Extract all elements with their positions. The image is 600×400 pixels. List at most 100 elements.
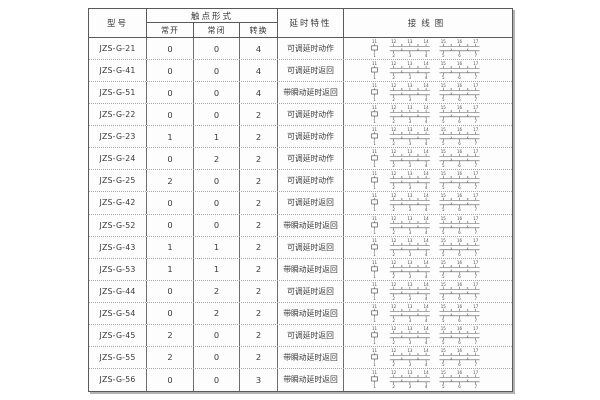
svg-text:12: 12 [391, 193, 397, 198]
svg-text:13: 13 [407, 149, 413, 154]
normally-open-count: 0 [147, 38, 194, 60]
svg-text:x: x [450, 374, 452, 378]
svg-text:16: 16 [457, 348, 463, 353]
svg-text:x: x [467, 220, 469, 224]
svg-text:x: x [417, 69, 419, 73]
svg-text:11: 11 [372, 304, 378, 309]
svg-text:14: 14 [424, 61, 430, 66]
changeover-count: 2 [240, 104, 278, 126]
svg-text:3: 3 [409, 296, 412, 301]
delay-characteristic: 带瞬动延时返回 [278, 346, 344, 368]
svg-text:14: 14 [424, 193, 430, 198]
svg-text:4: 4 [425, 97, 428, 102]
svg-text:x: x [450, 286, 452, 290]
normally-open-count: 1 [147, 236, 194, 258]
svg-text:4: 4 [425, 185, 428, 190]
svg-text:7: 7 [474, 53, 477, 58]
svg-text:14: 14 [424, 304, 430, 309]
wiring-diagram-cell: 11 1 12 13 14 x x x x 2 3 4 15 16 17 x x x x 5 6 7 [344, 192, 512, 213]
svg-text:11: 11 [372, 237, 378, 242]
svg-text:1: 1 [373, 75, 376, 80]
svg-text:1: 1 [373, 185, 376, 190]
svg-text:4: 4 [425, 318, 428, 323]
svg-text:2: 2 [392, 185, 395, 190]
svg-text:1: 1 [373, 385, 376, 390]
normally-closed-count: 0 [194, 192, 240, 214]
wiring-diagram-cell: 11 1 12 13 14 x x x x 2 3 4 15 16 17 x x x x 5 6 7 [344, 215, 512, 236]
svg-text:x: x [417, 308, 419, 312]
svg-text:x: x [417, 290, 419, 294]
svg-text:x: x [401, 202, 403, 206]
svg-text:13: 13 [407, 193, 413, 198]
svg-text:3: 3 [409, 208, 412, 213]
svg-text:3: 3 [409, 75, 412, 80]
svg-text:17: 17 [473, 171, 479, 176]
svg-text:x: x [401, 224, 403, 228]
delay-characteristic: 可调延时返回 [278, 324, 344, 346]
svg-text:11: 11 [372, 171, 378, 176]
svg-text:x: x [467, 180, 469, 184]
svg-text:x: x [401, 220, 403, 224]
model-number: JZS-G-44 [89, 280, 147, 302]
svg-text:x: x [417, 264, 419, 268]
table-row: JZS-G-41 0 0 4 可调延时返回 11 1 12 13 14 x x x x 2 3 4 15 16 17 x… [89, 60, 512, 83]
svg-text:5: 5 [442, 252, 445, 257]
col-header-changeover: 转换 [240, 23, 278, 37]
svg-text:3: 3 [409, 340, 412, 345]
svg-text:6: 6 [458, 340, 461, 345]
normally-open-count: 2 [147, 324, 194, 346]
model-number: JZS-G-22 [89, 104, 147, 126]
svg-text:12: 12 [391, 348, 397, 353]
svg-text:4: 4 [425, 208, 428, 213]
svg-text:7: 7 [474, 75, 477, 80]
normally-closed-count: 0 [194, 38, 240, 60]
svg-text:x: x [467, 109, 469, 113]
svg-text:x: x [417, 91, 419, 95]
normally-open-count: 0 [147, 302, 194, 324]
svg-text:7: 7 [474, 185, 477, 190]
svg-text:14: 14 [424, 127, 430, 132]
svg-text:13: 13 [407, 83, 413, 88]
svg-text:17: 17 [473, 215, 479, 220]
svg-text:x: x [467, 308, 469, 312]
svg-text:14: 14 [424, 259, 430, 264]
svg-text:x: x [450, 87, 452, 91]
svg-text:x: x [467, 379, 469, 383]
normally-open-count: 2 [147, 346, 194, 368]
svg-text:13: 13 [407, 215, 413, 220]
svg-text:x: x [401, 334, 403, 338]
svg-text:4: 4 [425, 296, 428, 301]
svg-text:x: x [450, 264, 452, 268]
svg-text:x: x [450, 69, 452, 73]
svg-text:3: 3 [409, 141, 412, 146]
svg-text:16: 16 [457, 281, 463, 286]
svg-text:15: 15 [441, 105, 447, 110]
svg-text:14: 14 [424, 83, 430, 88]
svg-text:13: 13 [407, 237, 413, 242]
svg-text:16: 16 [457, 127, 463, 132]
svg-text:4: 4 [425, 119, 428, 124]
svg-text:17: 17 [473, 193, 479, 198]
svg-text:12: 12 [391, 39, 397, 44]
svg-text:6: 6 [458, 208, 461, 213]
col-header-model: 型号 [89, 9, 147, 37]
svg-text:3: 3 [409, 385, 412, 390]
svg-text:x: x [467, 131, 469, 135]
svg-text:x: x [401, 43, 403, 47]
svg-text:x: x [467, 264, 469, 268]
svg-text:x: x [417, 114, 419, 118]
svg-text:14: 14 [424, 237, 430, 242]
normally-open-count: 0 [147, 148, 194, 170]
svg-text:x: x [401, 356, 403, 360]
svg-text:x: x [450, 334, 452, 338]
svg-text:11: 11 [372, 105, 378, 110]
svg-text:x: x [417, 180, 419, 184]
svg-text:x: x [401, 330, 403, 334]
svg-text:6: 6 [458, 75, 461, 80]
svg-text:17: 17 [473, 149, 479, 154]
svg-text:6: 6 [458, 141, 461, 146]
svg-text:x: x [417, 224, 419, 228]
